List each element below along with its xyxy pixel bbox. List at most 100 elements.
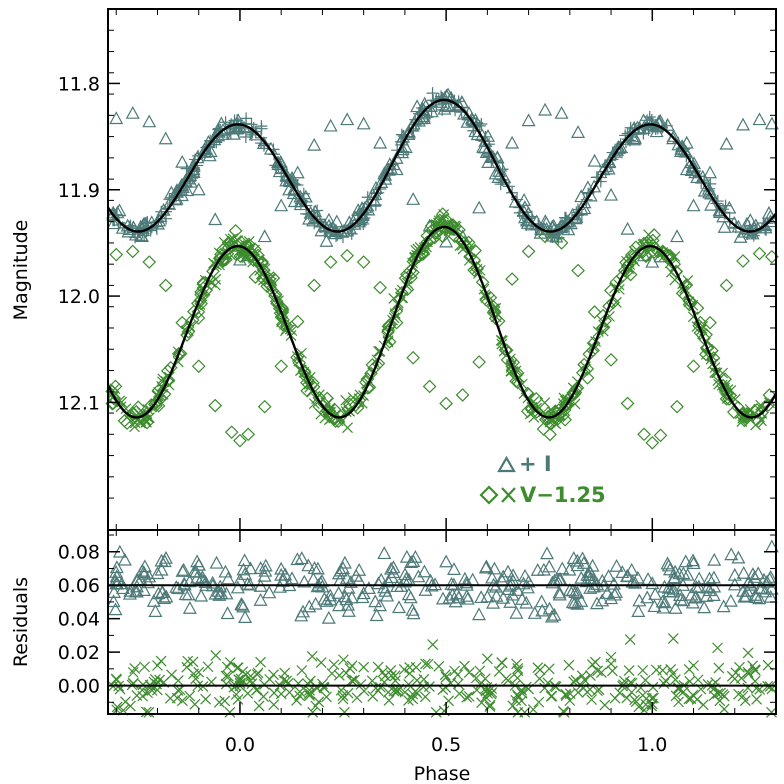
- v-band-point: [364, 366, 378, 381]
- v-residual-point: [463, 690, 475, 702]
- i-residual-point: [552, 587, 567, 601]
- i-residual-point: [624, 562, 639, 576]
- i-band-point: [620, 221, 635, 235]
- i-band-point: [355, 208, 370, 221]
- residuals-panel-frame: [107, 529, 777, 715]
- i-band-point: [329, 214, 344, 228]
- i-band-point: [203, 144, 218, 158]
- y-tick-label: 0.08: [58, 542, 100, 564]
- v-residual-point: [326, 668, 338, 679]
- v-residual-point: [626, 677, 638, 689]
- v-residual-point: [629, 694, 641, 706]
- i-residual-point: [600, 586, 615, 599]
- v-band-point: [693, 326, 708, 340]
- v-residual-point: [372, 661, 384, 673]
- i-residual-point: [724, 547, 739, 561]
- v-residual-point: [470, 672, 482, 684]
- i-residual-point: [243, 561, 258, 575]
- i-residual-point: [129, 584, 144, 598]
- v-band-point: [224, 425, 239, 440]
- magnitude-panel: 11.8 11.9 12.0 12.1 + I V−1.25: [58, 8, 779, 531]
- i-residual-point: [752, 591, 767, 605]
- v-residual-point: [224, 657, 236, 668]
- i-residual-point: [386, 560, 401, 574]
- residuals-data-layer: [106, 539, 779, 718]
- i-band-point: [521, 113, 536, 127]
- v-residual-point: [476, 697, 487, 709]
- i-band-point: [214, 116, 229, 130]
- i-residual-point: [148, 604, 163, 617]
- v-residual-point: [712, 642, 723, 654]
- v-residual-point: [766, 706, 777, 718]
- i-residual-point: [154, 553, 169, 567]
- v-band-point: [653, 428, 668, 443]
- v-residual-point: [427, 639, 439, 650]
- i-residual-point: [542, 559, 557, 573]
- v-band-point: [623, 267, 638, 282]
- i-band-point: [303, 205, 318, 219]
- i-residual-point: [182, 574, 197, 588]
- v-band-point: [323, 255, 338, 269]
- v-residual-point: [349, 674, 360, 686]
- i-residual-point: [372, 598, 387, 612]
- i-band-point: [168, 192, 183, 206]
- i-residual-point: [157, 554, 172, 568]
- i-residual-point: [253, 561, 268, 574]
- v-residual-point: [534, 673, 545, 685]
- i-band-point: [410, 99, 425, 113]
- i-residual-point: [428, 577, 443, 591]
- i-band-point: [752, 112, 767, 126]
- i-residual-point: [666, 571, 681, 584]
- v-residual-point: [422, 658, 434, 670]
- i-residual-point: [547, 607, 562, 621]
- v-residual-point: [512, 665, 524, 677]
- i-residual-point: [542, 601, 557, 615]
- i-band-point: [282, 182, 297, 196]
- i-band-point: [158, 131, 173, 145]
- v-residual-point: [220, 670, 232, 682]
- v-band-point: [472, 355, 486, 369]
- v-band-point: [274, 359, 289, 374]
- v-band-point: [208, 257, 219, 269]
- v-residual-point: [367, 690, 379, 702]
- v-residual-point: [729, 673, 741, 685]
- v-band-point: [117, 413, 132, 428]
- v-band-point: [457, 235, 472, 250]
- i-band-point: [587, 179, 602, 193]
- residuals-panel: 0.00 0.02 0.04 0.06 0.08 0.0 0.5 1.0: [58, 529, 779, 756]
- i-band-point: [356, 116, 371, 130]
- i-residual-point: [115, 581, 130, 595]
- i-band-point: [208, 212, 223, 226]
- i-residual-point: [661, 558, 676, 572]
- v-residual-point: [200, 693, 212, 705]
- v-residual-point: [366, 675, 378, 687]
- v-residual-point: [172, 675, 184, 686]
- v-residual-point: [439, 669, 451, 681]
- i-residual-point: [234, 597, 249, 610]
- i-residual-point: [221, 571, 236, 585]
- v-band-point: [234, 247, 246, 259]
- i-residual-point: [176, 562, 191, 576]
- i-band-point: [660, 118, 675, 131]
- v-residual-point: [673, 682, 684, 694]
- i-residual-point: [336, 561, 351, 575]
- i-residual-point: [595, 593, 610, 607]
- i-residual-point: [294, 608, 309, 622]
- i-residual-point: [640, 590, 655, 604]
- i-band-point: [571, 125, 586, 138]
- v-residual-point: [142, 687, 153, 699]
- v-residual-point: [667, 668, 679, 680]
- v-band-point: [191, 311, 206, 325]
- i-residual-point: [678, 554, 693, 568]
- i-band-point: [575, 208, 588, 221]
- v-residual-point: [335, 684, 347, 696]
- v-residual-point: [563, 659, 575, 671]
- i-band-point: [191, 182, 206, 196]
- i-residual-point: [545, 575, 560, 589]
- i-residual-point: [405, 602, 420, 616]
- i-residual-point: [290, 552, 305, 566]
- i-residual-point: [238, 567, 253, 580]
- i-residual-point: [446, 562, 461, 575]
- v-band-point: [543, 427, 557, 442]
- i-band-point: [230, 120, 243, 133]
